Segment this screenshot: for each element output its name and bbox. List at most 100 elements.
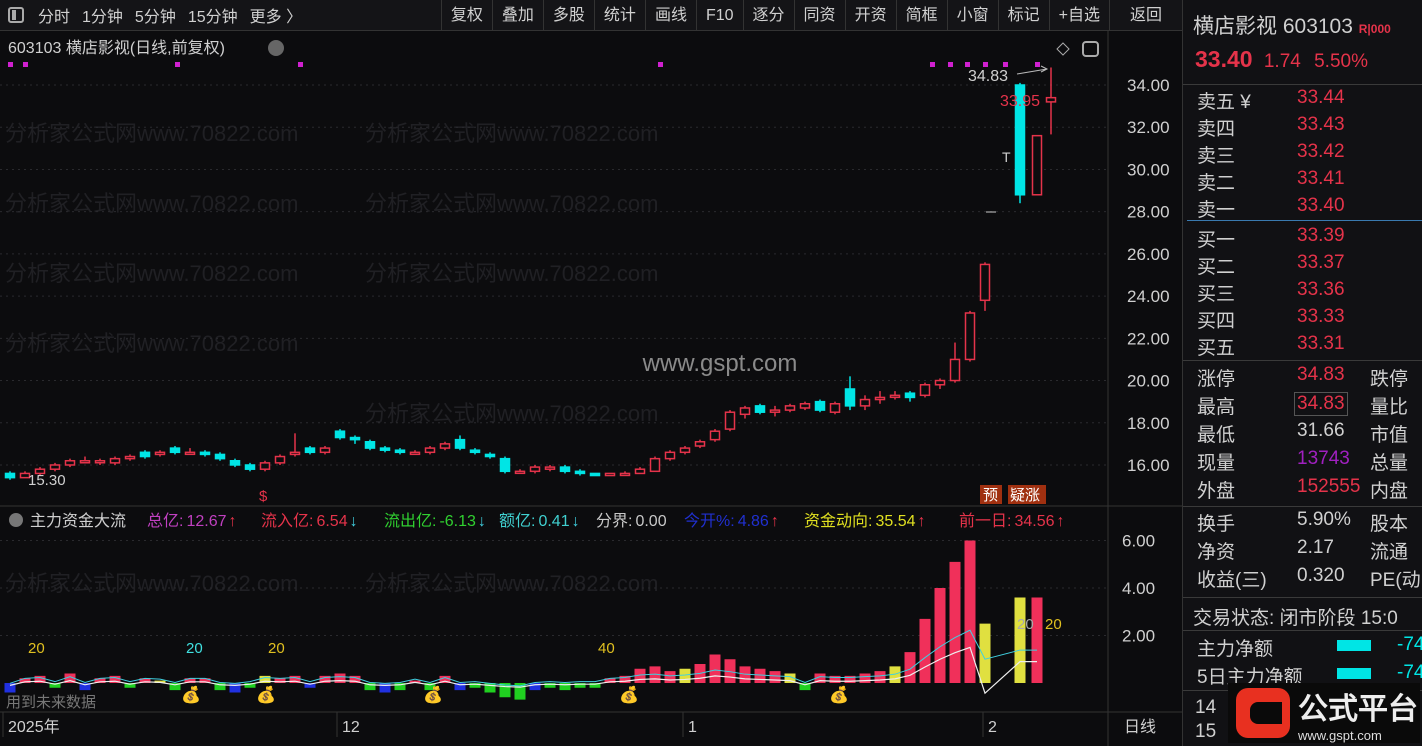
toolbar-button[interactable]: 逐分 [742,0,794,31]
toolbar-button[interactable]: 叠加 [491,0,543,31]
row-label: 卖三 [1197,146,1236,167]
flow-value: -74 [1397,634,1422,655]
panel-toggle-icon[interactable] [8,7,24,23]
flow-bar [649,666,661,683]
candle [394,448,406,455]
mark-rise-bg [1008,485,1046,504]
candle [124,454,136,461]
candle [1045,67,1057,135]
indicator-stat: 资金动向: 35.54 ↑ [804,512,926,530]
flow-bar [34,675,46,683]
ask-row: 卖五 ¥ 33.44 [1197,87,1422,114]
toolbar-button[interactable]: 统计 [593,0,645,31]
indicator-tick: 2.00 [1122,627,1155,646]
candle-body [874,396,886,401]
diamond-icon[interactable] [1056,42,1070,56]
period-tab[interactable]: 15分钟 [187,9,238,26]
toolbar-button[interactable]: 返回 [1108,0,1182,31]
logo-url: www.gspt.com [1298,727,1382,743]
candle [799,401,811,411]
toolbar-button[interactable]: 简框 [895,0,947,31]
candle-body [859,398,871,407]
flow-bar [139,678,151,683]
flow-bar [889,666,901,683]
toolbar-button[interactable]: 多股 [542,0,594,31]
flow-bar [169,683,181,691]
candle [739,405,751,419]
flow-bar [739,666,751,683]
candle-body [1045,96,1057,103]
candle [649,456,661,473]
flow-bar [574,683,586,688]
candle [619,471,631,477]
candle-body [589,472,601,477]
flow-label: 20 [1045,616,1062,633]
flow-bar [394,683,406,691]
toolbar-button[interactable]: 复权 [440,0,492,31]
toolbar-button[interactable]: +自选 [1048,0,1109,31]
candle-body [154,451,166,456]
toolbar-button[interactable]: 标记 [997,0,1049,31]
flow-bar [979,623,991,683]
row-value: 0.320 [1297,565,1345,586]
flow-bar [184,678,196,683]
candle-body [304,447,316,454]
flow-label: 20 [186,640,203,657]
candle [709,429,721,442]
money-bag-icon: 💰 [619,685,639,704]
flow-bar [529,683,541,691]
candle-body [814,400,826,411]
period-tab[interactable]: 更多 〉 [249,9,303,26]
flow-bar [79,683,91,691]
bid-row: 买五 33.31 [1197,333,1422,360]
toolbar-button[interactable]: F10 [695,0,743,31]
candle [244,462,256,472]
candle [604,472,616,477]
flow-bar [544,683,556,688]
flow-bar-icon [1337,668,1371,679]
flow-bar [679,668,691,683]
toolbar-button[interactable]: 画线 [644,0,696,31]
period-tab[interactable]: 1分钟 [82,9,123,26]
panel-icon[interactable] [1082,41,1099,57]
candle-body [724,411,736,430]
candle [934,378,946,389]
row-label: 收益(三) [1197,570,1267,591]
watermark-text: 分析家公式网www.70822.com [5,331,298,356]
stat-row: 现量 13743 总量 [1197,448,1422,475]
candle-body [469,449,481,454]
candle [19,471,31,479]
candle [889,391,901,400]
candle [34,467,46,476]
date-label: 12 [342,719,360,736]
flow-bar [439,675,451,683]
indicator-dropdown-icon[interactable] [9,513,23,527]
candle-body [169,447,181,454]
kline-chart[interactable]: 分析家公式网www.70822.com 分析家公式网www.70822.com 分析… [0,31,1182,746]
period-label[interactable]: 日线 [1124,718,1156,736]
candle [694,439,706,449]
flow-bar [904,652,916,683]
title-dropdown-icon[interactable] [268,40,284,56]
toolbar-button[interactable]: 同资 [793,0,845,31]
flow-bar [124,683,136,688]
candle-body [979,263,991,302]
toolbar-button[interactable]: 开资 [844,0,896,31]
candle-body [484,453,496,458]
row-value: 33.40 [1297,195,1345,216]
flow-bar [949,561,961,683]
money-bag-icon: 💰 [256,685,276,704]
indicator-stat: 今开%: 4.86 ↑ [684,512,779,530]
candle-body [664,451,676,460]
period-tab[interactable]: 5分钟 [134,9,176,26]
flow-bar [619,675,631,683]
candle [769,405,781,417]
flow-label: 主力净额 [1197,639,1274,660]
period-tab[interactable]: 分时 [38,9,71,26]
indicator-stat: 流出亿: -6.13 ↓ [384,512,486,530]
toolbar-button[interactable]: 小窗 [946,0,998,31]
candle [1031,134,1043,196]
money-bag-icon: 💰 [181,685,201,704]
row-value: 34.83 [1294,392,1348,416]
flow-label: 20 [28,640,45,657]
